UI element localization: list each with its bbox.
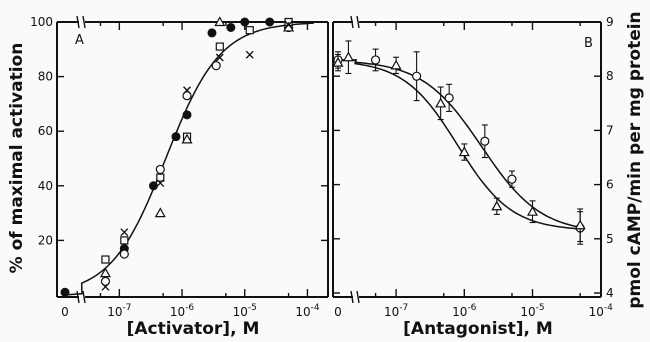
panel-a-y-tick-label: 40 [38,179,53,193]
panel-b-point-open-triangle [574,219,586,230]
panel-a-point-open-square [101,255,110,264]
panel-a-x-tick-label: 10-5 [233,303,257,319]
panel-a-point-filled-circle [207,28,217,38]
panel-a-point-cross [284,20,293,29]
panel-a-point-open-square [245,26,254,35]
panel-b-axis-break-mark [350,290,354,304]
panel-b-point-open-triangle [491,200,503,211]
panel-b: 0 10-7 10-6 10-5 10-4 4 5 6 7 8 9 [332,15,614,319]
panel-a-point-cross [183,86,191,95]
panel-a-y-tick-label: 80 [38,70,53,84]
panel-a-point-open-circle [182,91,192,101]
panel-a-y-tick-label-top: 100 [30,15,53,29]
panel-a-point-open-square [120,236,129,245]
panel-a-axis-break-mark [82,15,86,29]
panel-a-point-filled-circle [265,17,275,27]
panel-a-axis-break-mark [82,290,86,304]
panel-b-fit-curve-1 [338,59,584,229]
panel-b-ylabel: pmol cAMP/min per mg protein [625,11,645,308]
panel-b-x-tick-label: 10-4 [589,303,614,319]
panel-a-ylabel: % of maximal activation [7,43,27,274]
panel-b-xlabel: [Antagonist], M [403,319,553,339]
panel-a-point-open-circle [100,276,111,286]
panel-b-x-tick-zero: 0 [334,305,342,319]
panel-a-point-open-triangle [154,207,166,218]
panel-b-x-tick-label: 10-5 [520,303,544,319]
panel-a-axis-break-mark [76,290,80,304]
panel-b-x-tick-label: 10-6 [452,303,477,319]
panel-b-x-tick-label: 10-7 [384,303,408,319]
panel-a-point-filled-circle [60,287,70,297]
panel-a-x-tick-label: 10-7 [107,303,131,319]
panel-b-point-open-circle [370,55,381,65]
panel-a-y-tick-label: 20 [38,233,53,247]
panel-b-axis-break-mark [356,15,360,29]
panel-b-y-tick-label: 5 [606,232,614,246]
panel-a-y-tick-label: 60 [38,124,53,138]
panel-b-y-tick-label: 8 [606,69,614,83]
panel-a-point-cross [101,282,110,291]
panel-b-point-open-circle [444,93,454,103]
panel-a-point-open-square [215,42,224,51]
panel-b-point-open-triangle [458,146,470,157]
panel-a-point-open-circle [155,164,165,175]
panel-b-letter: B [584,36,593,51]
panel-a-letter: A [75,33,84,48]
panel-a-point-cross [245,50,254,59]
panel-b-point-open-triangle [342,51,354,62]
panel-a-xlabel: [Activator], M [127,319,260,339]
panel-b-y-tick-label: 6 [606,178,614,192]
panel-a-point-filled-circle [226,22,236,32]
panel-b-fit-curve-2 [338,59,584,230]
panel-b-point-open-circle [480,136,490,146]
panel-b-y-tick-label: 9 [606,15,614,29]
panel-b-point-open-circle [507,174,517,184]
panel-b-point-open-triangle [332,56,344,67]
panel-a-point-open-triangle [214,16,226,27]
panel-b-point-open-triangle [390,59,402,70]
panel-b-point-open-triangle [526,205,539,216]
panel-a-axis-break-mark [76,15,80,29]
panel-a-x-tick-label: 10-4 [295,303,320,319]
panel-a-point-cross [215,53,224,62]
panel-b-axis-break-mark [350,15,354,29]
panel-a-fit-curve [64,22,314,296]
panel-a-point-open-triangle [99,267,111,278]
panel-a-point-open-square [156,173,165,182]
panel-a-point-open-circle [119,249,129,259]
panel-a-point-cross [120,228,129,237]
panel-a-point-filled-circle [182,110,192,120]
panel-a-point-filled-circle [171,132,181,142]
panel-b-y-tick-label: 4 [606,286,614,300]
panel-a-point-open-triangle [181,133,193,144]
panel-a-x-tick-label: 10-6 [170,303,195,319]
panel-a-point-cross [156,179,165,188]
panel-a-point-open-circle [211,61,221,71]
panel-a-point-filled-circle [240,17,250,27]
panel-b-y-tick-label: 7 [606,123,614,137]
panel-a-point-filled-circle [148,181,158,191]
panel-b-point-open-triangle [435,97,447,108]
panel-b-point-open-circle [412,71,422,81]
panel-a: 0 10-7 10-6 10-5 10-4 20 40 60 80 100 [30,15,329,319]
panel-a-x-tick-zero: 0 [61,305,69,319]
panel-b-axis-break-mark [356,290,360,304]
